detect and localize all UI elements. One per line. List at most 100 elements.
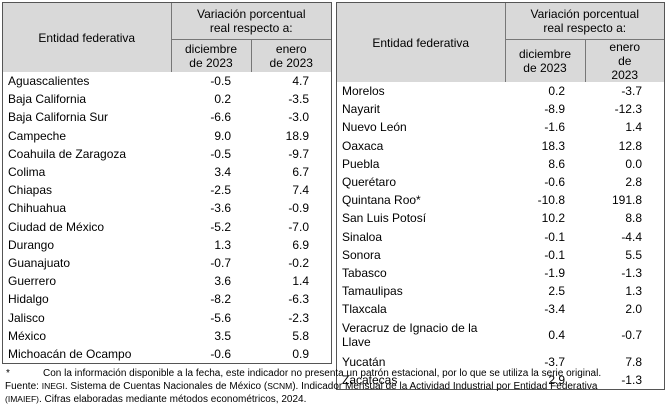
entity-name: Querétaro [342, 175, 397, 190]
entity-name: Chihuahua [8, 201, 67, 216]
value-december: 0.2 [214, 92, 231, 107]
value-december: 8.6 [548, 156, 565, 171]
table-row: Tamaulipas 2.5 1.3 [337, 282, 664, 300]
table-row: Baja California 0.2 -3.5 [3, 90, 331, 108]
table-row: Guanajuato -0.7 -0.2 [3, 254, 331, 272]
entity-column-header: Entidad federativa [3, 3, 172, 72]
value-december: 9.0 [214, 128, 231, 143]
right-table: Entidad federativa Variación porcentual … [337, 3, 664, 389]
entity-name: Tabasco [342, 265, 387, 280]
value-december: -0.6 [210, 346, 231, 361]
value-december: -3.7 [544, 354, 565, 369]
value-january: 18.9 [285, 128, 309, 143]
value-january: 0.0 [625, 156, 642, 171]
value-january: -4.4 [621, 229, 642, 244]
value-december: -8.9 [544, 102, 565, 117]
source-note: Fuente: INEGI. Sistema de Cuentas Nacion… [5, 381, 598, 392]
value-january: 4.7 [292, 74, 309, 89]
value-january: -12.3 [614, 102, 642, 117]
value-january: 1.4 [292, 274, 309, 289]
december-column-header: diciembre de 2023 [505, 39, 586, 82]
table-row: Zacatecas 2.9 -1.3 [337, 371, 664, 389]
value-january: -6.3 [288, 292, 309, 307]
value-january: -3.7 [621, 84, 642, 99]
value-january: 5.5 [625, 247, 642, 262]
value-january: 7.4 [292, 183, 309, 198]
value-december: 3.6 [214, 274, 231, 289]
source-note-line2: (IMAIEF). Cifras elaboradas mediante mét… [5, 394, 307, 405]
table-row: Campeche 9.0 18.9 [3, 127, 331, 145]
value-january: -1.3 [621, 372, 642, 387]
december-column-header: diciembre de 2023 [171, 39, 252, 72]
value-december: 3.4 [214, 165, 231, 180]
entity-name: Hidalgo [8, 292, 49, 307]
entity-name: San Luis Potosí [342, 211, 427, 226]
value-january: 7.8 [625, 354, 642, 369]
left-table: Entidad federativa Variación porcentual … [3, 3, 331, 363]
value-december: -3.6 [210, 201, 231, 216]
value-january: 5.8 [292, 328, 309, 343]
entity-name: Guanajuato [8, 255, 71, 270]
entity-name: Yucatán [342, 354, 386, 369]
table-row: Morelos 0.2 -3.7 [337, 82, 664, 100]
table-row: Querétaro -0.6 2.8 [337, 173, 664, 191]
value-december: 2.9 [548, 372, 565, 387]
value-january: 1.3 [625, 284, 642, 299]
table-row: Jalisco -5.6 -2.3 [3, 308, 331, 326]
entity-name: Veracruz de Ignacio de la Llave [342, 321, 478, 350]
entity-name: Tamaulipas [342, 284, 403, 299]
table-row: Coahuila de Zaragoza -0.5 -9.7 [3, 145, 331, 163]
entity-name: Tlaxcala [342, 302, 387, 317]
value-december: -5.2 [210, 219, 231, 234]
entity-name: Colima [8, 165, 46, 180]
entity-name: Durango [8, 237, 55, 252]
value-january: 12.8 [618, 138, 642, 153]
value-january: 2.8 [625, 175, 642, 190]
value-december: 1.3 [214, 237, 231, 252]
entity-name: Baja California [8, 92, 87, 107]
variation-header: Variación porcentual real respecto a: [505, 3, 664, 40]
value-december: 2.5 [548, 284, 565, 299]
table-row: Durango 1.3 6.9 [3, 236, 331, 254]
entity-name: Nuevo León [342, 120, 407, 135]
entity-name: México [8, 328, 47, 343]
value-january: 0.9 [292, 346, 309, 361]
table-row: Tabasco -1.9 -1.3 [337, 264, 664, 282]
entity-name: Sinaloa [342, 229, 383, 244]
table-row: Aguascalientes -0.5 4.7 [3, 72, 331, 90]
value-december: 10.2 [541, 211, 565, 226]
value-december: -2.5 [210, 183, 231, 198]
footnotes: * Con la información disponible a la fec… [5, 368, 665, 406]
value-january: -1.3 [621, 265, 642, 280]
entity-name: Guerrero [8, 274, 57, 289]
value-january: -7.0 [288, 219, 309, 234]
value-december: 3.5 [214, 328, 231, 343]
entity-name: Michoacán de Ocampo [8, 346, 132, 361]
table-row: San Luis Potosí 10.2 8.8 [337, 209, 664, 227]
value-january: -9.7 [288, 146, 309, 161]
value-december: -5.6 [210, 310, 231, 325]
table-row: Nayarit -8.9 -12.3 [337, 100, 664, 118]
entity-name: Sonora [342, 247, 381, 262]
value-january: 8.8 [625, 211, 642, 226]
entity-name: Zacatecas [342, 372, 398, 387]
table-row: Sinaloa -0.1 -4.4 [337, 228, 664, 246]
value-january: -0.7 [621, 328, 642, 343]
table-row: Chiapas -2.5 7.4 [3, 181, 331, 199]
entity-name: Nayarit [342, 102, 381, 117]
left-table-panel: Entidad federativa Variación porcentual … [2, 2, 332, 364]
entity-name: Coahuila de Zaragoza [8, 146, 127, 161]
value-december: -1.6 [544, 120, 565, 135]
table-row: Puebla 8.6 0.0 [337, 155, 664, 173]
entity-name: Oaxaca [342, 138, 384, 153]
value-january: 6.7 [292, 165, 309, 180]
value-december: -0.5 [210, 146, 231, 161]
table-row: Tlaxcala -3.4 2.0 [337, 300, 664, 318]
value-january: 6.9 [292, 237, 309, 252]
table-row: Hidalgo -8.2 -6.3 [3, 290, 331, 308]
table-row: Michoacán de Ocampo -0.6 0.9 [3, 345, 331, 363]
entity-name: Quintana Roo* [342, 193, 421, 208]
table-row: México 3.5 5.8 [3, 327, 331, 345]
table-row: Nuevo León -1.6 1.4 [337, 118, 664, 136]
value-january: 2.0 [625, 302, 642, 317]
